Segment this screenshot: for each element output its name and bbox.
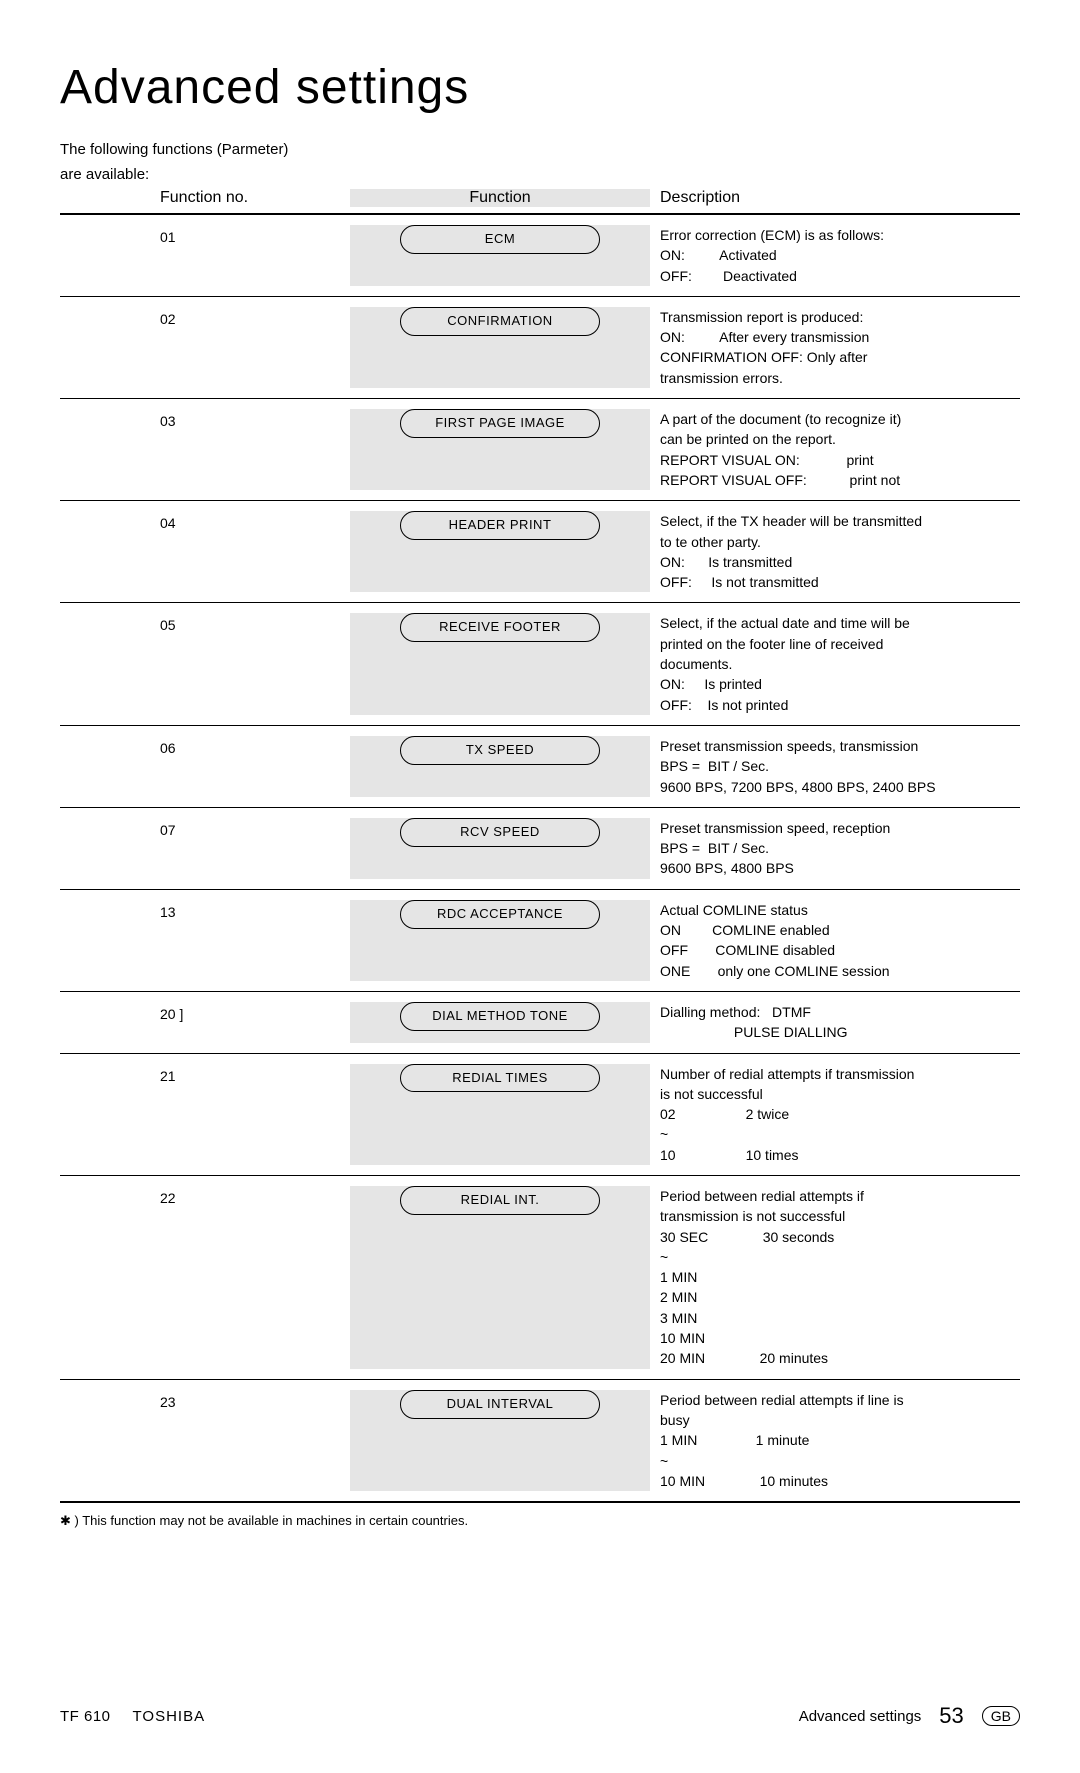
cell-function-no: 07: [60, 818, 350, 879]
function-pill: FIRST PAGE IMAGE: [400, 409, 600, 438]
cell-description: Transmission report is produced: ON: Aft…: [650, 307, 1020, 388]
footer-brand: TOSHIBA: [133, 1708, 206, 1725]
description-text: A part of the document (to recognize it)…: [660, 409, 1010, 490]
description-text: Select, if the actual date and time will…: [660, 613, 1010, 714]
cell-description: Period between redial attempts if line i…: [650, 1390, 1020, 1491]
cell-function: CONFIRMATION: [350, 307, 650, 388]
cell-function: ECM: [350, 225, 650, 286]
cell-description: A part of the document (to recognize it)…: [650, 409, 1020, 490]
cell-function: FIRST PAGE IMAGE: [350, 409, 650, 490]
table-row: 03 FIRST PAGE IMAGE A part of the document…: [60, 399, 1020, 501]
description-text: Preset transmission speed, reception BPS…: [660, 818, 1010, 879]
cell-function: DUAL INTERVAL: [350, 1390, 650, 1491]
cell-function: DIAL METHOD TONE: [350, 1002, 650, 1043]
cell-description: Select, if the actual date and time will…: [650, 613, 1020, 714]
table-row: 23 DUAL INTERVAL Period between redial att…: [60, 1380, 1020, 1503]
cell-function-no: 02: [60, 307, 350, 388]
cell-function: RECEIVE FOOTER: [350, 613, 650, 714]
cell-function-no: 03: [60, 409, 350, 490]
header-description: Description: [650, 189, 1020, 207]
intro-line-1: The following functions (Parmeter): [60, 139, 1020, 160]
function-pill: DUAL INTERVAL: [400, 1390, 600, 1419]
cell-function-no: 20 ]: [60, 1002, 350, 1043]
function-pill: TX SPEED: [400, 736, 600, 765]
page-footer: TF 610 TOSHIBA Advanced settings 53 GB: [60, 1703, 1020, 1729]
cell-function-no: 22: [60, 1186, 350, 1369]
cell-function: TX SPEED: [350, 736, 650, 797]
table-row: 22 REDIAL INT. Period between redial attem…: [60, 1176, 1020, 1380]
cell-function-no: 06: [60, 736, 350, 797]
cell-description: Dialling method: DTMF PULSE DIALLING: [650, 1002, 1020, 1043]
footer-region-badge: GB: [982, 1706, 1020, 1726]
footer-page-number: 53: [939, 1703, 963, 1729]
cell-function: HEADER PRINT: [350, 511, 650, 592]
cell-function-no: 23: [60, 1390, 350, 1491]
footer-left: TF 610 TOSHIBA: [60, 1708, 205, 1725]
page-title: Advanced settings: [60, 60, 1020, 115]
description-text: Period between redial attempts if line i…: [660, 1390, 1010, 1491]
footnote: ✱ ) This function may not be available i…: [60, 1513, 1020, 1529]
footer-section: Advanced settings: [799, 1708, 922, 1725]
footer-right: Advanced settings 53 GB: [799, 1703, 1020, 1729]
cell-description: Period between redial attempts if transm…: [650, 1186, 1020, 1369]
cell-description: Select, if the TX header will be transmi…: [650, 511, 1020, 592]
table-row: 21 REDIAL TIMES Number of redial attempts …: [60, 1054, 1020, 1176]
description-text: Preset transmission speeds, transmission…: [660, 736, 1010, 797]
cell-function-no: 13: [60, 900, 350, 981]
intro-line-2: are available:: [60, 164, 1020, 185]
table-body: 01 ECM Error correction (ECM) is as follow…: [60, 215, 1020, 1503]
function-pill: HEADER PRINT: [400, 511, 600, 540]
cell-function-no: 04: [60, 511, 350, 592]
intro-text: The following functions (Parmeter) are a…: [60, 139, 1020, 185]
description-text: Error correction (ECM) is as follows: ON…: [660, 225, 1010, 286]
function-pill: RCV SPEED: [400, 818, 600, 847]
function-pill: ECM: [400, 225, 600, 254]
function-pill: CONFIRMATION: [400, 307, 600, 336]
table-row: 05 RECEIVE FOOTER Select, if the actual da…: [60, 603, 1020, 725]
table-row: 02 CONFIRMATION Transmission report is pro…: [60, 297, 1020, 399]
cell-function-no: 05: [60, 613, 350, 714]
cell-description: Preset transmission speeds, transmission…: [650, 736, 1020, 797]
footer-model: TF 610: [60, 1708, 111, 1725]
cell-function: REDIAL INT.: [350, 1186, 650, 1369]
description-text: Dialling method: DTMF PULSE DIALLING: [660, 1002, 1010, 1043]
description-text: Actual COMLINE status ON COMLINE enabled…: [660, 900, 1010, 981]
function-pill: RDC ACCEPTANCE: [400, 900, 600, 929]
table-row: 07 RCV SPEED Preset transmission speed, re…: [60, 808, 1020, 890]
table-row: 06 TX SPEED Preset transmission speeds, tr…: [60, 726, 1020, 808]
table-row: 20 ] DIAL METHOD TONE Dialling method: DTM…: [60, 992, 1020, 1054]
cell-function: RCV SPEED: [350, 818, 650, 879]
cell-description: Error correction (ECM) is as follows: ON…: [650, 225, 1020, 286]
function-pill: REDIAL INT.: [400, 1186, 600, 1215]
description-text: Period between redial attempts if transm…: [660, 1186, 1010, 1369]
table-row: 04 HEADER PRINT Select, if the TX header w…: [60, 501, 1020, 603]
table-row: 13 RDC ACCEPTANCE Actual COMLINE status ON…: [60, 890, 1020, 992]
header-function: Function: [350, 189, 650, 207]
cell-description: Actual COMLINE status ON COMLINE enabled…: [650, 900, 1020, 981]
cell-function: RDC ACCEPTANCE: [350, 900, 650, 981]
table-row: 01 ECM Error correction (ECM) is as follow…: [60, 215, 1020, 297]
description-text: Select, if the TX header will be transmi…: [660, 511, 1010, 592]
cell-function: REDIAL TIMES: [350, 1064, 650, 1165]
function-pill: RECEIVE FOOTER: [400, 613, 600, 642]
function-pill: REDIAL TIMES: [400, 1064, 600, 1093]
description-text: Number of redial attempts if transmissio…: [660, 1064, 1010, 1165]
table-header-row: Function no. Function Description: [60, 189, 1020, 215]
cell-function-no: 01: [60, 225, 350, 286]
settings-table: Function no. Function Description 01 ECM E…: [60, 189, 1020, 1503]
cell-function-no: 21: [60, 1064, 350, 1165]
description-text: Transmission report is produced: ON: Aft…: [660, 307, 1010, 388]
cell-description: Number of redial attempts if transmissio…: [650, 1064, 1020, 1165]
function-pill: DIAL METHOD TONE: [400, 1002, 600, 1031]
header-function-no: Function no.: [60, 189, 350, 207]
cell-description: Preset transmission speed, reception BPS…: [650, 818, 1020, 879]
